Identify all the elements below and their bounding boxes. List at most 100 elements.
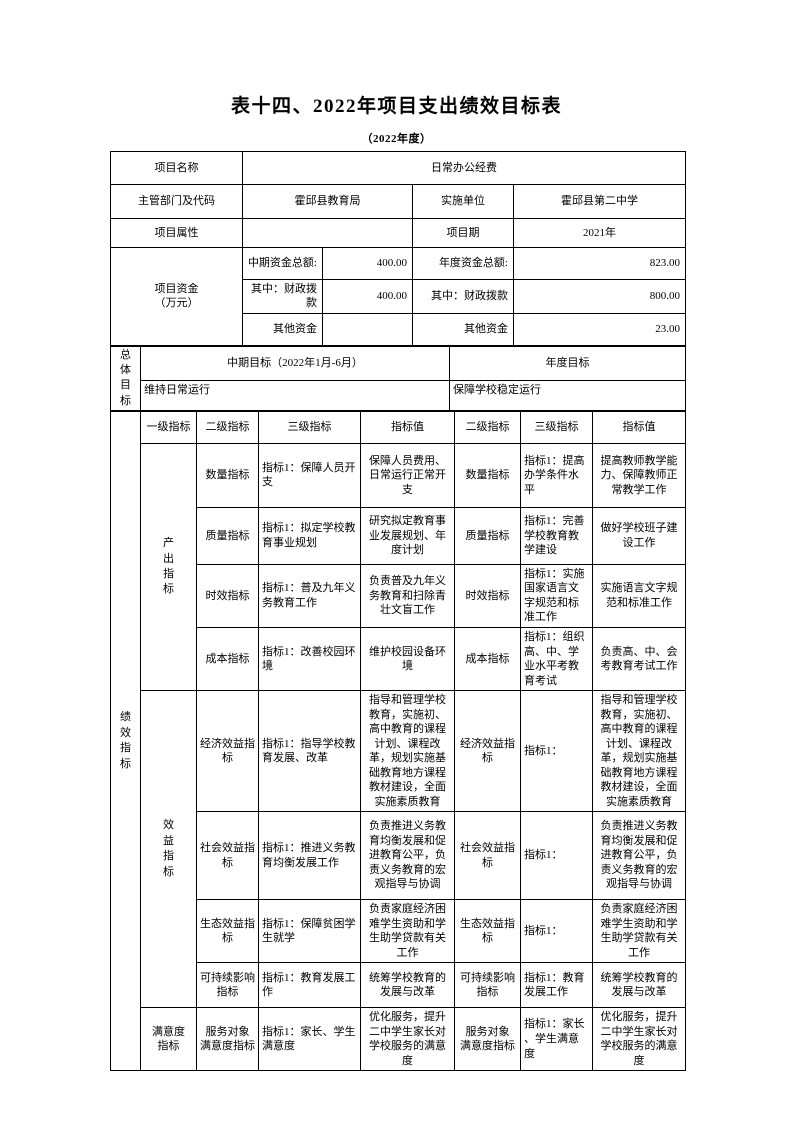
level2-year-cell: 成本指标 <box>454 626 521 692</box>
indicator-header-row: 绩效指标 一级指标 二级指标 三级指标 指标值 二级指标 三级指标 指标值 <box>110 410 686 1072</box>
level2-mid-cell: 经济效益指标 <box>196 690 259 813</box>
level2-mid-cell: 数量指标 <box>196 442 259 508</box>
funds-row: 其他资金 其他资金 23.00 <box>111 312 686 346</box>
value-year-cell: 负责推进义务教育均衡发展和促进教育公平，负责义务教育的宏观指导与协调 <box>592 811 686 901</box>
project-name-value-cell: 日常办公经费 <box>242 150 686 185</box>
level3-mid-cell: 指标1：拟定学校教育事业规划 <box>258 506 361 565</box>
header-level1-cell: 一级指标 <box>140 410 197 444</box>
value-mid-cell: 指导和管理学校教育，实施初、高中教育的课程计划、课程改革，规划实施基础教育地方课… <box>360 690 455 813</box>
mid-other-label-cell: 其他资金 <box>242 312 323 346</box>
table-row: 维持日常运行 保障学校稳定运行 <box>111 379 686 411</box>
level2-year-cell: 经济效益指标 <box>454 690 521 813</box>
header-level3-mid-cell: 三级指标 <box>258 410 361 444</box>
mid-total-label-cell: 中期资金总额: <box>242 246 323 280</box>
funds-label-cell: 项目资金 （万元） <box>110 246 243 346</box>
year-other-label-cell: 其他资金 <box>412 312 514 346</box>
year-fiscal-label-cell: 其中：财政拨款 <box>412 278 514 314</box>
year-total-value-cell: 823.00 <box>513 246 686 280</box>
indicator-row: 质量指标 指标1：拟定学校教育事业规划 研究拟定教育事业发展规划、年度计划 质量… <box>111 506 686 565</box>
mid-fiscal-label-cell: 其中：财政拨款 <box>242 278 323 314</box>
level3-mid-cell: 指标1：保障人员开支 <box>258 442 361 508</box>
mid-goal-header-cell: 中期目标（2022年1月-6月） <box>140 345 450 381</box>
level1-output-cell: 产出指标 <box>140 442 197 692</box>
value-year-cell: 实施语言文字规范和标准工作 <box>592 563 686 628</box>
level3-mid-cell: 指标1：家长、学生满意度 <box>258 1007 361 1072</box>
level3-mid-cell: 指标1：指导学校教育发展、改革 <box>258 690 361 813</box>
value-year-cell: 优化服务，提升二中学生家长对学校服务的满意度 <box>592 1007 686 1072</box>
project-name-label-cell: 项目名称 <box>110 150 243 185</box>
table-row: 项目名称 日常办公经费 <box>110 150 686 185</box>
indicator-row: 时效指标 指标1：普及九年义务教育工作 负责普及九年义务教育和扫除青壮文盲工作 … <box>111 563 686 628</box>
value-year-cell: 指导和管理学校教育，实施初、高中教育的课程计划、课程改革，规划实施基础教育地方课… <box>592 690 686 813</box>
table-row: 总体目标 中期目标（2022年1月-6月） 年度目标 <box>110 345 686 411</box>
level1-benefit-cell: 效益指标 <box>140 690 197 1009</box>
attr-value-cell <box>242 217 413 248</box>
level3-year-cell: 指标1： <box>520 690 593 813</box>
level2-mid-cell: 质量指标 <box>196 506 259 565</box>
value-mid-cell: 维护校园设备环境 <box>360 626 455 692</box>
mid-other-value-cell <box>322 312 413 346</box>
year-goal-header-cell: 年度目标 <box>449 345 686 381</box>
value-mid-cell: 优化服务，提升二中学生家长对学校服务的满意度 <box>360 1007 455 1072</box>
level2-year-cell: 数量指标 <box>454 442 521 508</box>
level2-mid-cell: 社会效益指标 <box>196 811 259 901</box>
impl-unit-label-cell: 实施单位 <box>412 183 514 219</box>
level2-year-cell: 时效指标 <box>454 563 521 628</box>
header-level3-year-cell: 三级指标 <box>520 410 593 444</box>
level3-mid-cell: 指标1：保障贫困学生就学 <box>258 899 361 964</box>
level3-year-cell: 指标1：组织高、中、学业水平考教育考试 <box>520 626 593 692</box>
level2-year-cell: 生态效益指标 <box>454 899 521 964</box>
level3-year-cell: 指标1：实施国家语言文字规范和标准工作 <box>520 563 593 628</box>
value-year-cell: 统筹学校教育的发展与改革 <box>592 962 686 1009</box>
overall-goal-label: 总体目标 <box>120 348 131 407</box>
value-mid-cell: 统筹学校教育的发展与改革 <box>360 962 455 1009</box>
level2-mid-cell: 生态效益指标 <box>196 899 259 964</box>
level2-year-cell: 社会效益指标 <box>454 811 521 901</box>
value-year-cell: 做好学校班子建设工作 <box>592 506 686 565</box>
level3-year-cell: 指标1：完善学校教育教学建设 <box>520 506 593 565</box>
indicator-row: 产出指标 数量指标 指标1：保障人员开支 保障人员费用、日常运行正常开支 数量指… <box>111 442 686 692</box>
level3-mid-cell: 指标1：教育发展工作 <box>258 962 361 1009</box>
impl-unit-value-cell: 霍邱县第二中学 <box>513 183 686 219</box>
mid-goal-value-cell: 维持日常运行 <box>140 379 450 411</box>
level3-mid-cell: 指标1：改善校园环境 <box>258 626 361 692</box>
level1-satisfaction-cell: 满意度 指标 <box>140 1007 197 1072</box>
header-level2-year-cell: 二级指标 <box>454 410 521 444</box>
dept-value-cell: 霍邱县教育局 <box>242 183 413 219</box>
year-fiscal-value-cell: 800.00 <box>513 278 686 314</box>
mid-fiscal-value-cell: 400.00 <box>322 278 413 314</box>
period-value-cell: 2021年 <box>513 217 686 248</box>
overall-goal-table: 总体目标 中期目标（2022年1月-6月） 年度目标 维持日常运行 保障学校稳定… <box>110 345 686 411</box>
level3-year-cell: 指标1：提高办学条件水平 <box>520 442 593 508</box>
year-total-label-cell: 年度资金总额: <box>412 246 514 280</box>
header-value-mid-cell: 指标值 <box>360 410 455 444</box>
level2-mid-cell: 服务对象 满意度指标 <box>196 1007 259 1072</box>
performance-target-table: 项目名称 日常办公经费 主管部门及代码 霍邱县教育局 实施单位 霍邱县第二中学 … <box>110 150 686 1072</box>
indicator-row: 可持续影响指标 指标1：教育发展工作 统筹学校教育的发展与改革 可持续影响指标 … <box>111 962 686 1009</box>
indicator-row: 满意度 指标 服务对象 满意度指标 指标1：家长、学生满意度 优化服务，提升二中… <box>111 1007 686 1072</box>
period-label-cell: 项目期 <box>412 217 514 248</box>
project-info-table: 项目名称 日常办公经费 主管部门及代码 霍邱县教育局 实施单位 霍邱县第二中学 … <box>110 150 686 346</box>
level3-mid-cell: 指标1：普及九年义务教育工作 <box>258 563 361 628</box>
indicator-table: 绩效指标 一级指标 二级指标 三级指标 指标值 二级指标 三级指标 指标值 产出… <box>110 410 686 1072</box>
level2-mid-cell: 可持续影响指标 <box>196 962 259 1009</box>
page-subtitle: （2022年度） <box>361 132 432 145</box>
funds-row: 其中：财政拨款 400.00 其中：财政拨款 800.00 <box>111 278 686 314</box>
header-level2-mid-cell: 二级指标 <box>196 410 259 444</box>
level2-mid-cell: 时效指标 <box>196 563 259 628</box>
level1-benefit-label: 效益指标 <box>163 819 174 878</box>
indicator-row: 社会效益指标 指标1：推进义务教育均衡发展工作 负责推进义务教育均衡发展和促进教… <box>111 811 686 901</box>
funds-row: 项目资金 （万元） 中期资金总额: 400.00 年度资金总额: 823.00 <box>110 246 686 346</box>
attr-label-cell: 项目属性 <box>110 217 243 248</box>
value-mid-cell: 保障人员费用、日常运行正常开支 <box>360 442 455 508</box>
mid-total-value-cell: 400.00 <box>322 246 413 280</box>
level3-year-cell: 指标1：教育发展工作 <box>520 962 593 1009</box>
level2-year-cell: 可持续影响指标 <box>454 962 521 1009</box>
header-value-year-cell: 指标值 <box>592 410 686 444</box>
value-year-cell: 提高教师教学能力、保障教师正常教学工作 <box>592 442 686 508</box>
value-mid-cell: 负责普及九年义务教育和扫除青壮文盲工作 <box>360 563 455 628</box>
value-year-cell: 负责家庭经济困难学生资助和学生助学贷款有关工作 <box>592 899 686 964</box>
indicator-row: 效益指标 经济效益指标 指标1：指导学校教育发展、改革 指导和管理学校教育，实施… <box>111 690 686 1009</box>
level1-output-label: 产出指标 <box>163 537 174 596</box>
